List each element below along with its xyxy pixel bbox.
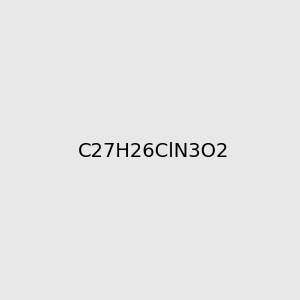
Text: C27H26ClN3O2: C27H26ClN3O2 bbox=[78, 142, 230, 161]
